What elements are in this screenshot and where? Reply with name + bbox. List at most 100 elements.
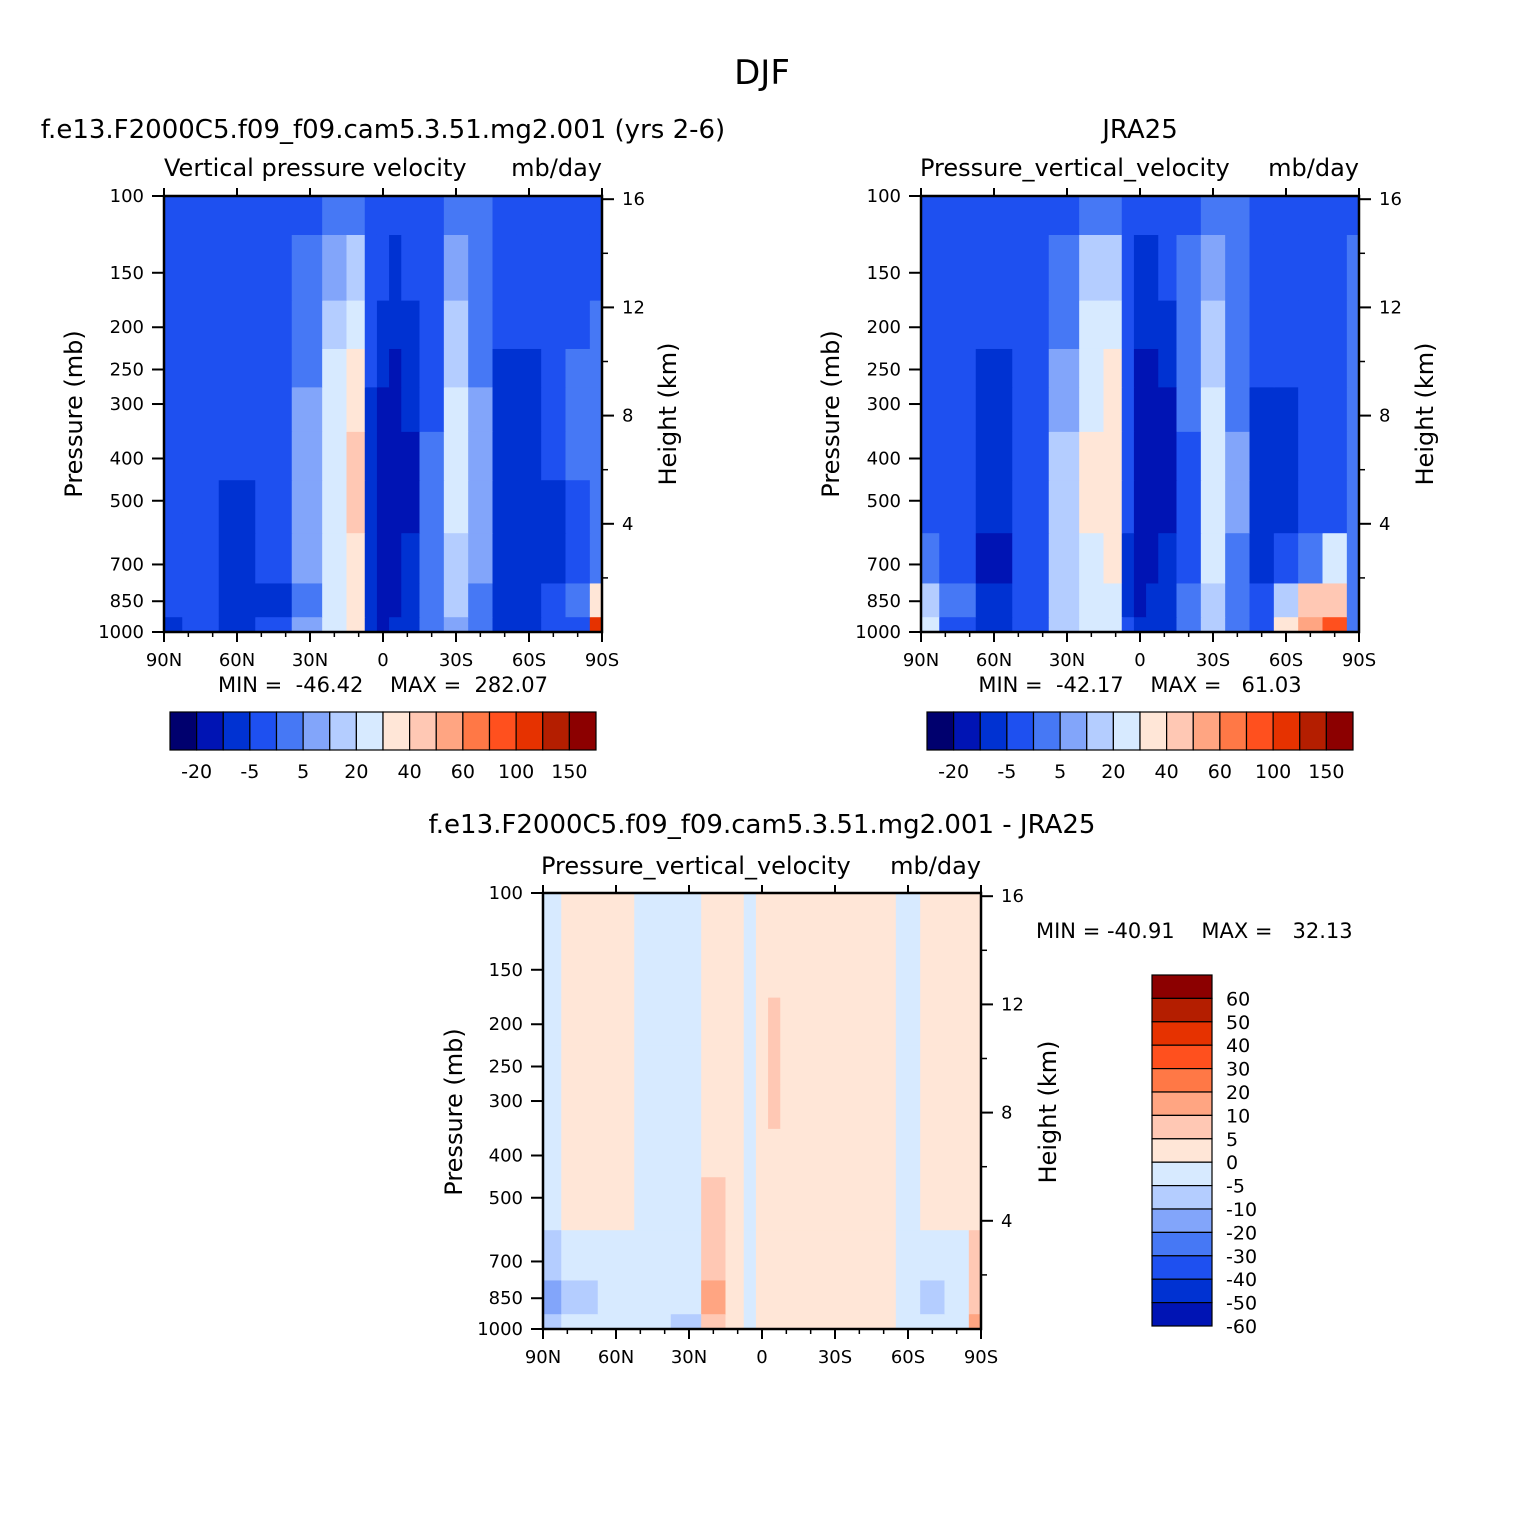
- heatmap-cell: [822, 1279, 848, 1315]
- heatmap-cell: [541, 196, 567, 235]
- heatmap-cell: [291, 386, 323, 432]
- heatmap-cell: [1146, 234, 1159, 301]
- heatmap-cell: [364, 431, 378, 481]
- heatmap-cell: [975, 300, 1013, 349]
- heatmap-cell: [1322, 431, 1348, 481]
- colorbar-box: [1032, 711, 1061, 751]
- heatmap-cell: [939, 616, 977, 633]
- x-tick-label: 30S: [818, 1347, 852, 1368]
- heatmap-cell: [1103, 616, 1123, 633]
- heatmap-cell: [364, 300, 378, 349]
- colorbar-label: 20: [344, 761, 368, 783]
- x-tick-label: 30N: [1049, 650, 1085, 671]
- heatmap-cell: [670, 931, 702, 998]
- height-tick-label: 4: [622, 514, 633, 535]
- heatmap-cell: [939, 234, 977, 301]
- heatmap-cell: [164, 234, 183, 301]
- heatmap-cell: [322, 386, 348, 432]
- heatmap-cell: [376, 616, 390, 633]
- colorbar-box: [1151, 1208, 1213, 1233]
- heatmap-cell: [755, 1229, 769, 1281]
- heatmap-cell: [468, 582, 494, 618]
- height-tick-label: 12: [1379, 297, 1402, 318]
- panel-reference-ylabel: Pressure (mb): [817, 330, 845, 497]
- x-tick-label: 90S: [585, 650, 619, 671]
- heatmap-cell: [768, 893, 781, 932]
- panel-reference-title: JRA25: [1100, 115, 1178, 145]
- heatmap-cell: [255, 532, 293, 584]
- heatmap-cell: [543, 1045, 562, 1085]
- heatmap-cell: [419, 431, 445, 481]
- heatmap-cell: [780, 1279, 800, 1315]
- colorbar-box: [1151, 1184, 1213, 1210]
- heatmap-cell: [725, 1176, 745, 1231]
- heatmap-cell: [701, 893, 727, 932]
- heatmap-cell: [701, 1176, 727, 1231]
- heatmap-cell: [468, 532, 494, 584]
- heatmap-cell: [389, 479, 402, 534]
- heatmap-cell: [743, 931, 757, 998]
- heatmap-cell: [589, 234, 603, 301]
- heatmap-cell: [1346, 234, 1360, 301]
- heatmap-cell: [1200, 234, 1226, 301]
- heatmap-cell: [1249, 431, 1275, 481]
- heatmap-cell: [743, 1279, 757, 1315]
- y-tick-label: 100: [489, 883, 523, 904]
- colorbar-label: -5: [1226, 1176, 1245, 1198]
- heatmap-cell: [755, 1176, 769, 1231]
- heatmap-cell: [975, 479, 1013, 534]
- heatmap-cell: [921, 431, 940, 481]
- heatmap-cell: [822, 997, 848, 1046]
- heatmap-cell: [255, 386, 293, 432]
- heatmap-cell: [565, 582, 591, 618]
- heatmap-cell: [1079, 479, 1105, 534]
- x-tick-label: 30S: [1196, 650, 1230, 671]
- heatmap-cell: [516, 479, 542, 534]
- heatmap-cell: [1146, 479, 1159, 534]
- heatmap-cell: [1103, 532, 1123, 584]
- heatmap-cell: [1121, 582, 1135, 618]
- colorbar-box: [1245, 711, 1274, 751]
- heatmap-cell: [322, 300, 348, 349]
- heatmap-cell: [1079, 431, 1105, 481]
- heatmap-cell: [1133, 479, 1147, 534]
- colorbar-box: [275, 711, 304, 751]
- heatmap-cell: [1048, 582, 1080, 618]
- heatmap-cell: [944, 997, 970, 1046]
- heatmap-cell: [322, 234, 348, 301]
- heatmap-cell: [1133, 300, 1147, 349]
- heatmap-cell: [1249, 234, 1275, 301]
- heatmap-cell: [597, 1045, 635, 1085]
- heatmap-cell: [346, 196, 366, 235]
- heatmap-cell: [543, 931, 562, 998]
- heatmap-cell: [1121, 348, 1135, 388]
- heatmap-cell: [1012, 479, 1050, 534]
- colorbar-box: [1151, 974, 1213, 999]
- heatmap-cell: [822, 931, 848, 998]
- colorbar-box: [1166, 711, 1194, 751]
- heatmap-cell: [944, 1128, 970, 1178]
- heatmap-cell: [975, 348, 1013, 388]
- heatmap-cell: [1225, 616, 1251, 633]
- heatmap-cell: [561, 931, 599, 998]
- colorbar-label: -40: [1226, 1269, 1257, 1291]
- heatmap-cell: [701, 1229, 727, 1281]
- heatmap-cell: [1346, 616, 1360, 633]
- heatmap-cell: [822, 1083, 848, 1129]
- heatmap-cell: [939, 348, 977, 388]
- heatmap-cell: [589, 431, 603, 481]
- colorbar-box: [409, 711, 437, 751]
- heatmap-cell: [822, 1313, 848, 1330]
- y-tick-label: 250: [489, 1057, 523, 1078]
- heatmap-cell: [492, 386, 518, 432]
- heatmap-cell: [780, 893, 800, 932]
- heatmap-cell: [921, 300, 940, 349]
- heatmap-cell: [1322, 234, 1348, 301]
- heatmap-cell: [968, 1083, 982, 1129]
- heatmap-cell: [1273, 196, 1299, 235]
- heatmap-cell: [565, 386, 591, 432]
- colorbar-box: [382, 711, 411, 751]
- heatmap-cell: [1298, 479, 1324, 534]
- heatmap-cell: [822, 1229, 848, 1281]
- heatmap-cell: [1103, 300, 1123, 349]
